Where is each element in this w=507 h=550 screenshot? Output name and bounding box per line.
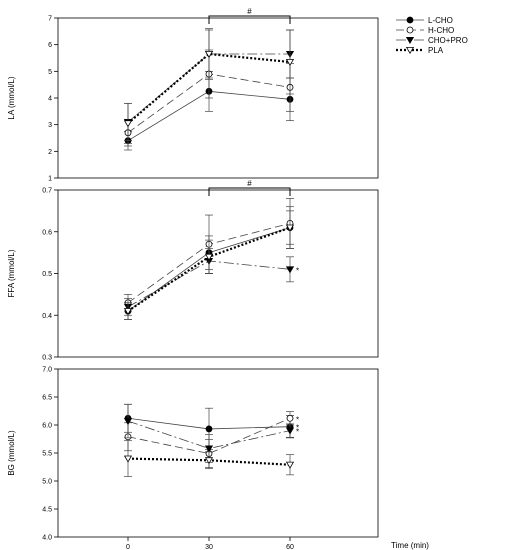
y-tick-label-1-1: 0.4 xyxy=(42,313,52,320)
significance-label-1: # xyxy=(247,179,252,188)
data-point-2-3-2 xyxy=(285,461,295,469)
y-tick-label-0-2: 3 xyxy=(48,122,52,129)
y-tick-label-2-1: 4.5 xyxy=(42,507,52,514)
legend-marker-2 xyxy=(405,37,415,44)
y-tick-label-0-1: 2 xyxy=(48,149,52,156)
plot-area-1 xyxy=(57,189,379,358)
annotation-2-0: * xyxy=(296,415,299,424)
annotation-2-1: * xyxy=(296,424,299,433)
data-point-1-3-0 xyxy=(123,308,133,316)
y-tick-label-0-4: 5 xyxy=(48,69,52,76)
y-axis-label-0: LA (mmol/L) xyxy=(7,76,16,119)
y-tick-label-2-2: 5.0 xyxy=(42,479,52,486)
data-point-0-3-2 xyxy=(285,59,295,66)
significance-bracket-0 xyxy=(208,15,291,24)
annotation-2-2: * xyxy=(296,428,299,437)
data-point-2-2-1 xyxy=(204,445,214,453)
legend-marker-0 xyxy=(406,16,414,24)
legend-label-2: CHO+PRO xyxy=(428,36,468,45)
data-point-2-3-1 xyxy=(204,457,214,465)
data-point-2-2-2 xyxy=(285,427,295,435)
x-tick-label-2: 60 xyxy=(286,544,294,550)
data-point-2-3-0 xyxy=(123,455,133,463)
y-tick-label-0-0: 1 xyxy=(48,176,52,183)
y-tick-label-0-5: 6 xyxy=(48,42,52,49)
series-line-2-1 xyxy=(127,417,291,454)
y-axis-label-2: BG (mmol/L) xyxy=(7,430,16,476)
legend-marker-3 xyxy=(405,47,415,54)
y-tick-label-1-2: 0.5 xyxy=(42,271,52,278)
data-point-2-0-1 xyxy=(205,425,213,433)
series-line-0-3 xyxy=(127,52,291,125)
y-tick-label-2-3: 5.5 xyxy=(42,451,52,458)
data-point-0-3-0 xyxy=(123,120,133,128)
data-point-1-3-2 xyxy=(285,224,295,232)
y-tick-label-0-3: 4 xyxy=(48,96,52,103)
y-tick-label-2-0: 4.0 xyxy=(42,535,52,542)
data-point-2-2-0 xyxy=(123,418,133,426)
data-point-1-2-2 xyxy=(285,266,295,274)
legend-marker-1 xyxy=(406,26,414,34)
y-tick-label-2-6: 7.0 xyxy=(42,367,52,374)
annotation-1-0: * xyxy=(296,266,299,275)
y-tick-label-2-4: 6.0 xyxy=(42,423,52,430)
y-tick-label-1-3: 0.6 xyxy=(42,229,52,236)
x-axis-label: Time (min) xyxy=(391,541,429,550)
significance-bracket-1 xyxy=(208,187,291,196)
y-tick-label-1-0: 0.3 xyxy=(42,355,52,362)
y-tick-label-0-6: 7 xyxy=(48,16,52,23)
legend-label-1: H-CHO xyxy=(428,26,454,35)
data-point-2-1-2 xyxy=(286,414,294,422)
data-point-0-3-1 xyxy=(204,51,214,58)
significance-label-0: # xyxy=(247,7,252,16)
data-point-1-3-1 xyxy=(204,253,214,261)
y-tick-label-1-4: 0.7 xyxy=(42,188,52,195)
y-axis-label-1: FFA (mmol/L) xyxy=(7,249,16,297)
plot-area-2 xyxy=(57,368,379,538)
x-tick-label-1: 30 xyxy=(205,544,213,550)
x-tick-label-0: 0 xyxy=(126,544,130,550)
plot-area-0 xyxy=(57,17,379,179)
y-tick-label-2-5: 6.5 xyxy=(42,395,52,402)
legend-label-0: L-CHO xyxy=(428,16,453,25)
legend-label-3: PLA xyxy=(428,46,444,55)
